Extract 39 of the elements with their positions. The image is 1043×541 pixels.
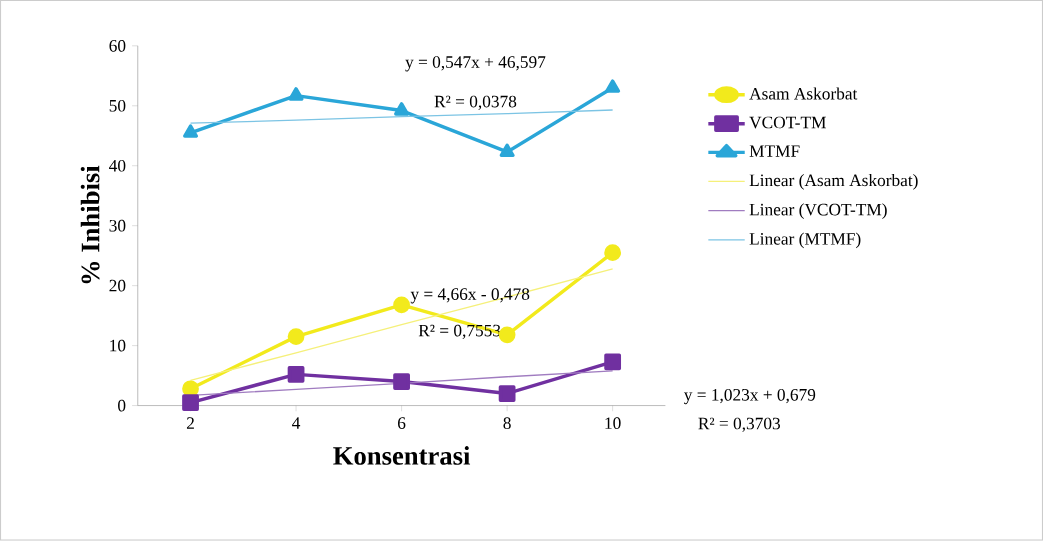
x-tick-label: 8 <box>503 417 511 430</box>
x-tick-label: 6 <box>398 417 406 430</box>
text: R² = 0,3703 <box>698 417 780 433</box>
y-tick-label: 60 <box>109 40 126 52</box>
point <box>394 102 410 116</box>
point <box>605 79 621 94</box>
legend-label: Asam Askorbat <box>749 87 858 100</box>
point <box>183 124 199 138</box>
point <box>498 385 516 403</box>
x-tick-label: 10 <box>605 417 621 430</box>
point <box>499 143 515 158</box>
y-tick-label: 0 <box>118 399 126 412</box>
legend-label: Linear (VCOT-TM) <box>749 203 887 220</box>
point <box>393 373 410 391</box>
legend-label: MTMF <box>749 145 800 157</box>
point <box>287 366 305 383</box>
annotation: R² = 0,0378 <box>434 95 517 111</box>
y-tick-label: 50 <box>109 100 126 112</box>
legend-label: Linear (MTMF) <box>749 232 861 249</box>
y-tick-label: 20 <box>109 279 126 292</box>
x-tick-label: 2 <box>186 417 194 429</box>
point <box>287 328 305 346</box>
point <box>393 296 410 314</box>
y-tick-label: 40 <box>109 160 126 172</box>
text: y = 1,023x + 0,679 <box>683 389 816 405</box>
point <box>604 353 622 371</box>
point <box>182 394 199 412</box>
x-axis-title: Konsentrasi <box>333 446 471 466</box>
annotation: y = 0,547x + 46,597 <box>405 56 546 72</box>
annotation: y = 4,66x - 0,478 <box>410 288 530 304</box>
y-tick-label: 30 <box>109 220 126 232</box>
point <box>604 244 622 262</box>
point <box>288 87 304 101</box>
legend-label: VCOT-TM <box>749 116 826 129</box>
legend-label: Linear (Asam Askorbat) <box>749 174 918 190</box>
point <box>498 326 516 344</box>
y-axis-title: % Inhibisi <box>80 165 100 284</box>
y-tick-label: 10 <box>110 339 126 352</box>
x-tick-label: 4 <box>292 417 301 429</box>
